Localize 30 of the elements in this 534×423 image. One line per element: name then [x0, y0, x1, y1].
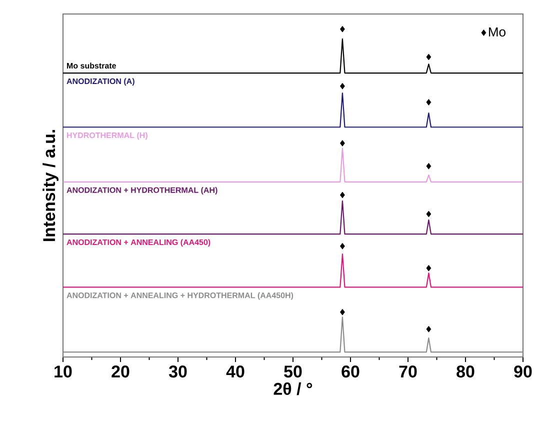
x-tick-label: 50 [284, 366, 302, 378]
text: ANODIZATION (A) [66, 78, 134, 86]
x-tick-label: 10 [54, 366, 72, 378]
point [426, 162, 432, 170]
x-tick-label: 90 [514, 366, 532, 378]
x-tick-label: 30 [168, 366, 187, 378]
point [340, 308, 345, 316]
point [340, 242, 345, 250]
point [340, 192, 345, 198]
y-axis-title: Intensity / a.u. [42, 130, 58, 242]
text: ANODIZATION + ANNEALING (AA450) [66, 239, 210, 247]
x-tick-label: 60 [342, 366, 360, 378]
series-label: Mo substrate [67, 62, 116, 69]
point [340, 140, 345, 146]
legend-label: Mo [489, 27, 506, 37]
text: ANODIZATION + ANNEALING + HYDROTHERMAL (AA450H) [66, 292, 294, 300]
point [426, 210, 432, 218]
x-tick-label: 40 [226, 366, 244, 378]
text: ANODIZATION + HYDROTHERMAL (AH) [66, 187, 218, 194]
point [426, 264, 432, 272]
x-tick-label: 70 [399, 366, 417, 378]
x-axis-title: 2θ / ° [274, 382, 312, 396]
point [340, 82, 345, 90]
point [426, 99, 432, 106]
point [426, 326, 432, 332]
point [340, 26, 345, 32]
x-tick-label: 20 [112, 366, 130, 378]
x-tick-label: 80 [456, 366, 474, 378]
text: HYDROTHERMAL (H) [67, 132, 148, 140]
point [426, 54, 432, 60]
